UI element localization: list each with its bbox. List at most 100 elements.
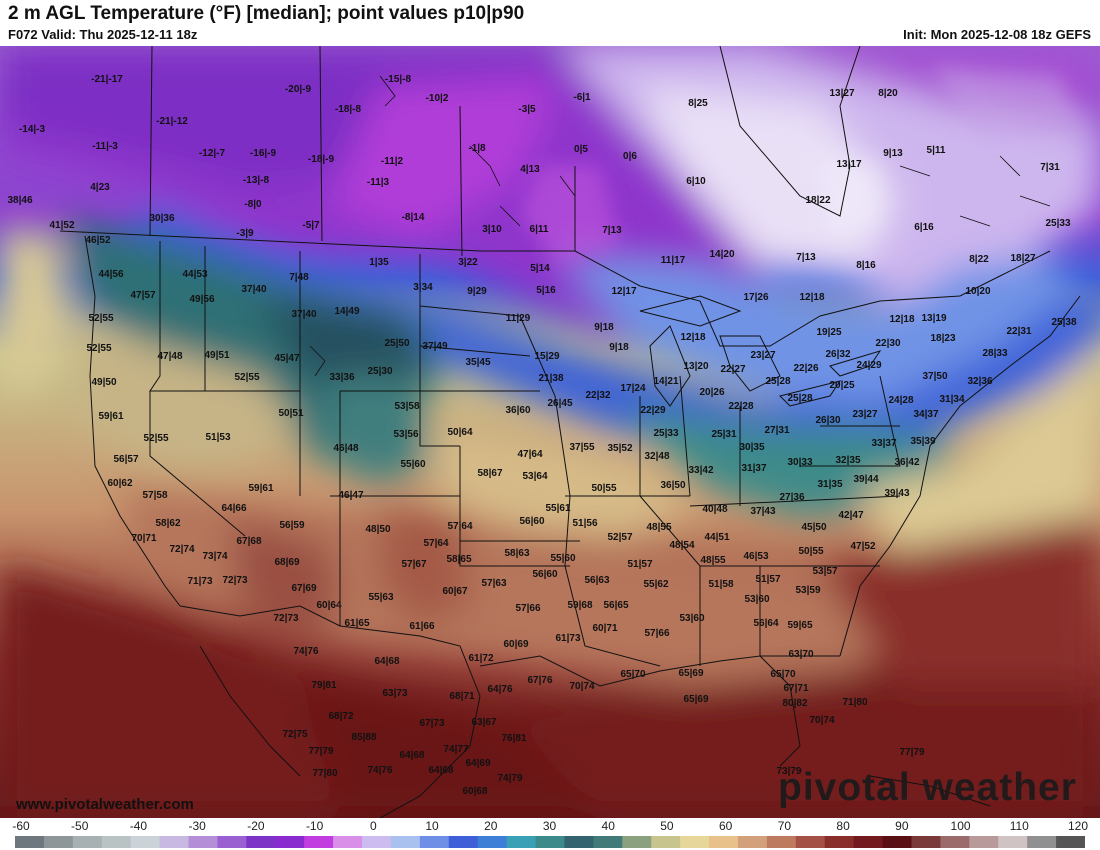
point-value-label: 5|11 xyxy=(927,145,946,156)
colorbar-swatch xyxy=(419,836,450,848)
point-value-label: 33|37 xyxy=(871,438,896,449)
point-value-label: 34|37 xyxy=(913,409,938,420)
lake-features xyxy=(309,75,1051,377)
point-value-label: 6|11 xyxy=(530,224,549,235)
point-value-label: 8|16 xyxy=(856,260,876,271)
point-value-label: 63|73 xyxy=(382,688,407,699)
point-value-label: 5|16 xyxy=(536,285,556,296)
point-value-label: 52|57 xyxy=(607,532,632,543)
point-value-label: 74|79 xyxy=(497,773,522,784)
colorbar-tick-label: -60 xyxy=(12,819,30,833)
point-value-label: 48|50 xyxy=(365,524,390,535)
point-value-label: 60|71 xyxy=(592,623,617,634)
colorbar-swatch xyxy=(853,836,884,848)
point-value-label: 58|67 xyxy=(477,468,502,479)
point-value-label: 74|77 xyxy=(443,744,468,755)
colorbar-tick-label: 60 xyxy=(718,819,733,833)
point-value-label: 7|31 xyxy=(1040,162,1060,173)
point-value-label: 12|18 xyxy=(799,292,824,303)
point-value-label: 8|25 xyxy=(688,98,708,109)
point-value-label: 9|29 xyxy=(467,286,487,297)
point-value-label: 73|79 xyxy=(776,766,801,777)
point-value-label: -21|-17 xyxy=(91,74,123,85)
point-value-label: 61|73 xyxy=(555,633,580,644)
colorbar-swatch xyxy=(535,836,566,848)
colorbar-swatch xyxy=(506,836,537,848)
point-value-label: 74|76 xyxy=(293,646,318,657)
point-value-label: -3|9 xyxy=(236,228,254,239)
point-value-label: 5|14 xyxy=(530,263,550,274)
point-value-label: 56|63 xyxy=(584,575,609,586)
colorbar-swatch xyxy=(824,836,855,848)
point-value-label: 44|53 xyxy=(182,269,207,280)
point-value-label: 46|47 xyxy=(338,490,363,501)
colorbar-tick-label: -20 xyxy=(247,819,265,833)
point-value-label: 52|55 xyxy=(88,313,113,324)
point-value-label: 19|25 xyxy=(816,327,841,338)
point-value-label: 25|28 xyxy=(787,393,812,404)
point-value-label: 24|29 xyxy=(856,360,881,371)
colorbar-swatch xyxy=(477,836,508,848)
point-value-label: 67|68 xyxy=(236,536,261,547)
point-value-label: 22|27 xyxy=(720,364,745,375)
point-value-label: 58|65 xyxy=(446,554,471,565)
point-value-label: 53|60 xyxy=(679,613,704,624)
point-value-label: 39|44 xyxy=(853,474,878,485)
colorbar-tick-label: 40 xyxy=(601,819,615,833)
point-value-label: 79|81 xyxy=(311,680,336,691)
point-value-label: 65|69 xyxy=(678,668,703,679)
point-value-label: 64|68 xyxy=(399,750,424,761)
point-value-label: 4|23 xyxy=(90,182,110,193)
point-value-label: 58|62 xyxy=(155,518,180,529)
colorbar-tick-label: 120 xyxy=(1067,819,1089,833)
colorbar-swatch xyxy=(43,836,74,848)
point-value-label: 60|64 xyxy=(316,600,341,611)
colorbar-tick-label: 110 xyxy=(1009,819,1029,833)
point-value-label: 35|52 xyxy=(607,443,632,454)
point-value-label: 45|50 xyxy=(801,522,826,533)
point-value-label: 12|18 xyxy=(889,314,914,325)
point-value-label: 35|39 xyxy=(910,436,935,447)
point-value-label: 49|56 xyxy=(189,294,214,305)
point-value-label: 20|25 xyxy=(829,380,854,391)
point-value-label: 32|35 xyxy=(835,455,860,466)
point-value-label: 8|22 xyxy=(969,254,989,265)
point-value-label: -12|-7 xyxy=(199,148,226,159)
point-value-label: 21|38 xyxy=(538,373,563,384)
map-title: 2 m AGL Temperature (°F) [median]; point… xyxy=(8,3,525,24)
colorbar-tick-label: 0 xyxy=(369,819,377,833)
colorbar-swatch xyxy=(188,836,219,848)
point-value-label: 70|74 xyxy=(809,715,834,726)
point-value-label: 61|65 xyxy=(344,618,369,629)
point-value-label: 26|32 xyxy=(825,349,850,360)
point-value-label: 72|73 xyxy=(273,613,298,624)
point-value-label: -13|-8 xyxy=(243,175,270,186)
temperature-map[interactable]: -21|-17 -15|-8 -20|-9 -10|2 -6|1 8|25 13|27 8|2… xyxy=(0,46,1100,818)
point-value-label: 53|58 xyxy=(394,401,419,412)
point-value-label: 47|64 xyxy=(517,449,542,460)
point-value-label: -18|-8 xyxy=(335,104,362,115)
point-value-label: 25|33 xyxy=(1045,218,1070,229)
point-value-label: 55|60 xyxy=(400,459,425,470)
point-value-label: 3|10 xyxy=(482,224,502,235)
point-value-label: 22|29 xyxy=(640,405,665,416)
point-value-label: 50|64 xyxy=(447,427,472,438)
point-value-label: 14|49 xyxy=(334,306,359,317)
point-value-label: 50|55 xyxy=(798,546,823,557)
point-value-label: 30|36 xyxy=(149,213,174,224)
colorbar-tick-label: -10 xyxy=(305,819,324,833)
point-value-label: 47|57 xyxy=(130,290,155,301)
point-value-label: 57|64 xyxy=(423,538,448,549)
point-value-label: 25|50 xyxy=(384,338,409,349)
point-value-label: 57|66 xyxy=(515,603,540,614)
point-value-label: 60|69 xyxy=(503,639,528,650)
point-value-label: 37|49 xyxy=(422,341,447,352)
point-value-label: 60|68 xyxy=(462,786,487,797)
colorbar-swatch xyxy=(217,836,247,848)
point-value-label: 44|56 xyxy=(98,269,123,280)
point-value-label: 30|35 xyxy=(739,442,764,453)
point-value-label: 70|71 xyxy=(131,533,156,544)
colorbar-swatch xyxy=(448,836,479,848)
point-value-label: 42|47 xyxy=(838,510,863,521)
colorbar-swatch xyxy=(680,836,710,848)
